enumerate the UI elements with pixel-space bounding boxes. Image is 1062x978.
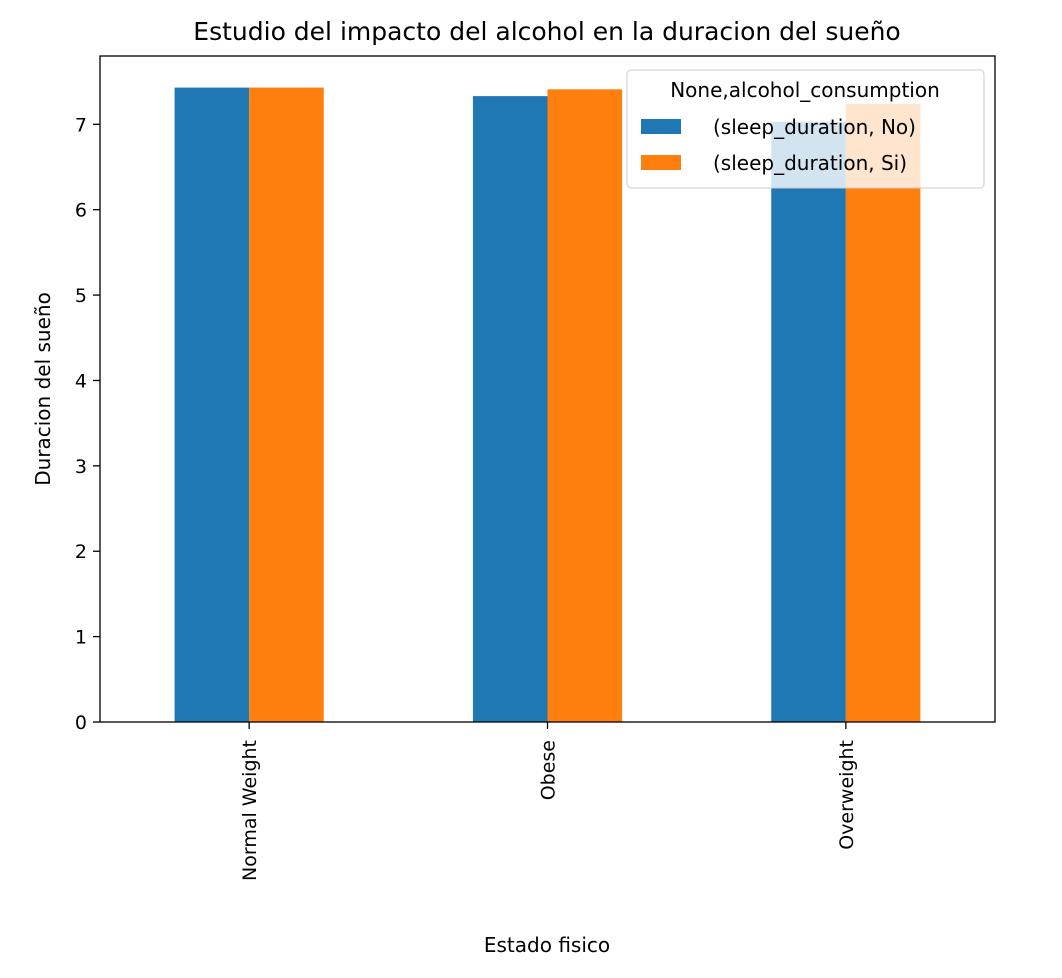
bar-obese-si [547, 89, 623, 723]
legend-frame [626, 69, 985, 189]
y-tick-label-6: 6 [75, 200, 87, 222]
x-tick-label-normal-weight: Normal Weight [239, 740, 261, 881]
legend-swatch-si [641, 155, 681, 170]
bar-overweight-si [845, 103, 921, 723]
bar-normal-weight-no [174, 87, 250, 723]
y-tick-label-0: 0 [75, 712, 87, 734]
x-axis: Normal Weight Obese Overweight [239, 722, 858, 881]
y-tick-label-7: 7 [75, 114, 87, 136]
legend-label-si: (sleep_duration, Si) [713, 151, 907, 175]
bars-group [174, 87, 921, 723]
y-tick-label-1: 1 [75, 627, 87, 649]
bar-normal-weight-si [249, 87, 324, 723]
legend-swatch-no [641, 119, 681, 134]
legend-label-no: (sleep_duration, No) [713, 115, 916, 139]
y-tick-label-5: 5 [75, 285, 87, 307]
y-tick-label-4: 4 [75, 370, 87, 392]
x-tick-label-overweight: Overweight [836, 740, 858, 850]
chart-title: Estudio del impacto del alcohol en la du… [193, 17, 900, 46]
bar-overweight-no [771, 121, 846, 722]
y-axis: 0 1 2 3 4 5 6 7 [75, 114, 100, 734]
x-tick-label-obese: Obese [538, 740, 560, 800]
bar-obese-no [472, 96, 548, 723]
legend-title: None,alcohol_consumption [670, 78, 940, 102]
y-axis-label: Duracion del sueño [31, 292, 55, 486]
plot-frame [99, 55, 996, 723]
legend: None,alcohol_consumption (sleep_duration… [626, 69, 985, 189]
y-tick-label-2: 2 [75, 541, 87, 563]
x-axis-label: Estado fisico [484, 933, 610, 957]
y-tick-label-3: 3 [75, 456, 87, 478]
